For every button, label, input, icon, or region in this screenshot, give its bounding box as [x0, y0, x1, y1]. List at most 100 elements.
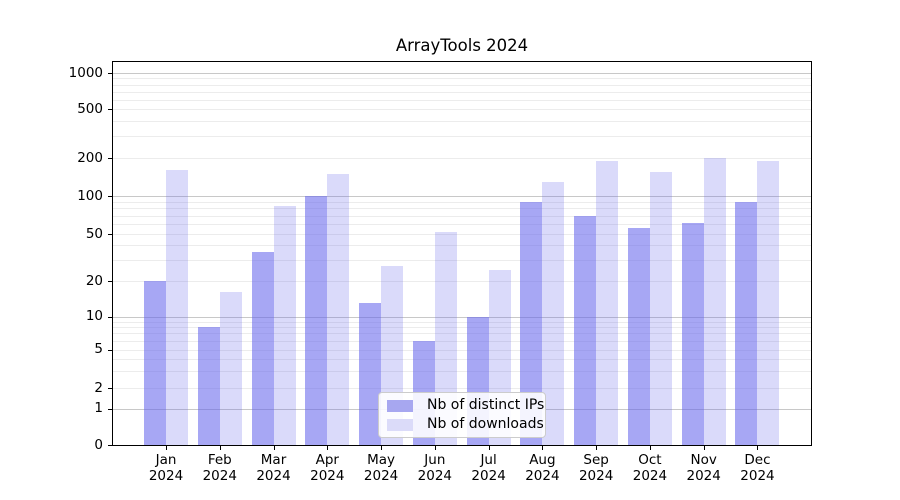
bar-downloads-jun — [434, 231, 457, 445]
legend-item-downloads: Nb of downloads — [387, 416, 544, 433]
y-tick-label: 100 — [77, 187, 103, 204]
gridline-minor — [113, 224, 811, 225]
bar-downloads-sep — [596, 160, 619, 445]
y-tick-label: 0 — [94, 436, 103, 453]
y-tick-mark — [108, 281, 112, 282]
gridline-minor — [113, 333, 811, 335]
y-tick-label: 10 — [85, 308, 103, 324]
x-tick-label-oct: Oct 2024 — [632, 452, 668, 484]
gridline-major — [113, 316, 811, 318]
gridline-minor — [113, 78, 811, 80]
x-tick-label-sep: Sep 2024 — [578, 452, 614, 484]
gridline-minor — [113, 91, 811, 93]
y-tick-mark — [108, 109, 112, 110]
x-tick-label-dec: Dec 2024 — [740, 452, 775, 484]
gridline-minor — [113, 208, 811, 210]
x-tick-mark — [488, 446, 490, 450]
bar-distinct-ips-oct — [627, 227, 650, 445]
gridline-minor — [113, 388, 811, 389]
legend-swatch-downloads-icon — [387, 418, 413, 431]
gridline-minor — [113, 136, 811, 138]
bar-downloads-nov — [703, 158, 726, 445]
bar-distinct-ips-may — [359, 303, 382, 445]
gridline-minor — [113, 99, 811, 101]
bar-distinct-ips-feb — [197, 327, 220, 445]
y-tick-mark — [108, 234, 112, 235]
y-tick-mark — [108, 158, 112, 159]
y-tick-label: 1000 — [68, 64, 103, 81]
legend-swatch-distinct-ips-icon — [387, 399, 413, 412]
gridline-major — [113, 73, 811, 74]
y-tick-mark — [108, 73, 112, 74]
bar-downloads-feb — [219, 292, 242, 445]
bar-distinct-ips-sep — [574, 215, 597, 445]
x-tick-label-nov: Nov 2024 — [686, 452, 721, 484]
bar-downloads-oct — [649, 172, 672, 445]
y-tick-label: 50 — [85, 225, 103, 242]
bar-downloads-dec — [757, 160, 780, 445]
gridline-minor — [113, 234, 811, 235]
x-tick-mark — [327, 446, 329, 450]
gridline-minor — [113, 201, 811, 203]
x-tick-label-jul: Jul 2024 — [471, 452, 506, 484]
gridline-minor — [113, 158, 811, 159]
bar-downloads-apr — [327, 173, 350, 445]
gridline-minor — [113, 358, 811, 360]
x-tick-mark — [273, 446, 275, 450]
x-tick-mark — [219, 446, 221, 450]
gridline-minor — [113, 215, 811, 217]
gridline-minor — [113, 245, 811, 247]
plot-area: Nb of distinct IPs Nb of downloads — [112, 61, 812, 446]
legend-item-distinct-ips: Nb of distinct IPs — [387, 397, 544, 414]
y-tick-mark — [108, 388, 112, 389]
gridline-minor — [113, 120, 811, 122]
gridline-minor — [113, 260, 811, 262]
legend-label-downloads: Nb of downloads — [427, 416, 544, 432]
gridline-minor — [113, 109, 811, 110]
x-tick-label-mar: Mar 2024 — [256, 452, 291, 484]
y-tick-mark — [108, 408, 112, 410]
x-tick-label-aug: Aug 2024 — [525, 452, 560, 484]
x-tick-label-jan: Jan 2024 — [148, 452, 184, 484]
gridline-minor — [113, 281, 811, 282]
bar-distinct-ips-dec — [735, 201, 758, 445]
bar-distinct-ips-jan — [144, 281, 166, 445]
bar-distinct-ips-apr — [305, 196, 328, 445]
y-tick-mark — [108, 316, 112, 318]
gridline-minor — [113, 370, 811, 372]
y-tick-mark — [108, 445, 112, 446]
x-tick-mark — [757, 446, 759, 450]
gridline-minor — [113, 340, 811, 342]
gridline-minor — [113, 349, 811, 351]
x-tick-label-jun: Jun 2024 — [417, 452, 453, 484]
legend: Nb of distinct IPs Nb of downloads — [378, 392, 546, 438]
x-tick-mark — [381, 446, 383, 450]
y-tick-label: 5 — [94, 341, 103, 357]
y-tick-label: 200 — [77, 149, 103, 166]
x-tick-mark — [596, 446, 598, 450]
x-tick-label-may: May 2024 — [363, 452, 399, 484]
gridline-minor — [113, 327, 811, 329]
x-tick-mark — [434, 446, 436, 450]
y-tick-mark — [108, 349, 112, 351]
x-tick-mark — [542, 446, 544, 450]
y-tick-label: 20 — [85, 272, 103, 289]
chart-title: ArrayTools 2024 — [395, 36, 529, 55]
gridline-minor — [113, 84, 811, 86]
legend-label-distinct-ips: Nb of distinct IPs — [427, 397, 545, 413]
x-tick-mark — [703, 446, 705, 450]
gridline-minor — [113, 321, 811, 323]
gridline-major — [113, 196, 811, 197]
y-tick-label: 2 — [94, 379, 103, 396]
x-tick-label-apr: Apr 2024 — [310, 452, 345, 484]
bar-downloads-aug — [542, 181, 565, 445]
y-tick-label: 500 — [77, 100, 103, 117]
x-tick-mark — [166, 446, 167, 450]
bar-downloads-mar — [273, 206, 296, 445]
y-tick-mark — [108, 196, 112, 197]
bar-downloads-jan — [166, 170, 188, 445]
bar-distinct-ips-aug — [520, 201, 543, 445]
x-tick-label-feb: Feb 2024 — [202, 452, 237, 484]
x-tick-mark — [649, 446, 651, 450]
